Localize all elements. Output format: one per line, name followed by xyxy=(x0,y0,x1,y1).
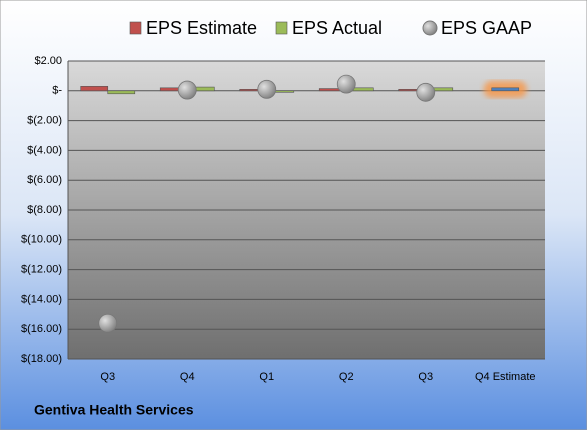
y-tick-label: $(6.00) xyxy=(27,174,62,186)
y-tick-label: $2.00 xyxy=(34,55,62,67)
x-tick-label: Q4 Estimate xyxy=(475,371,536,383)
bar xyxy=(107,90,136,95)
gaap-marker xyxy=(257,79,277,99)
legend-marker xyxy=(129,21,142,35)
y-tick-label: $(10.00) xyxy=(21,234,62,246)
legend-marker xyxy=(275,21,288,35)
legend-marker xyxy=(422,20,438,36)
gaap-marker xyxy=(177,80,197,100)
y-tick-label: $(2.00) xyxy=(27,115,62,127)
footer: Gentiva Health Services xyxy=(34,402,194,418)
bar xyxy=(80,86,109,92)
x-tick-label: Q2 xyxy=(339,371,354,383)
y-tick-label: $(4.00) xyxy=(27,144,62,156)
x-tick-label: Q4 xyxy=(180,371,195,383)
legend-label: EPS Estimate xyxy=(146,18,257,38)
y-tick-label: $- xyxy=(52,85,62,97)
gaap-marker xyxy=(98,313,118,333)
y-tick-label: $(16.00) xyxy=(21,323,62,335)
gaap-marker xyxy=(416,82,436,102)
legend-label: EPS Actual xyxy=(292,18,382,38)
y-tick-label: $(12.00) xyxy=(21,264,62,276)
y-tick-label: $(8.00) xyxy=(27,204,62,216)
y-tick-label: $(14.00) xyxy=(21,293,62,305)
x-tick-label: Q1 xyxy=(259,371,274,383)
x-tick-label: Q3 xyxy=(418,371,433,383)
gaap-marker xyxy=(336,74,356,94)
legend-label: EPS GAAP xyxy=(441,18,532,38)
x-tick-label: Q3 xyxy=(100,371,115,383)
y-tick-label: $(18.00) xyxy=(21,353,62,365)
bar xyxy=(491,87,520,92)
